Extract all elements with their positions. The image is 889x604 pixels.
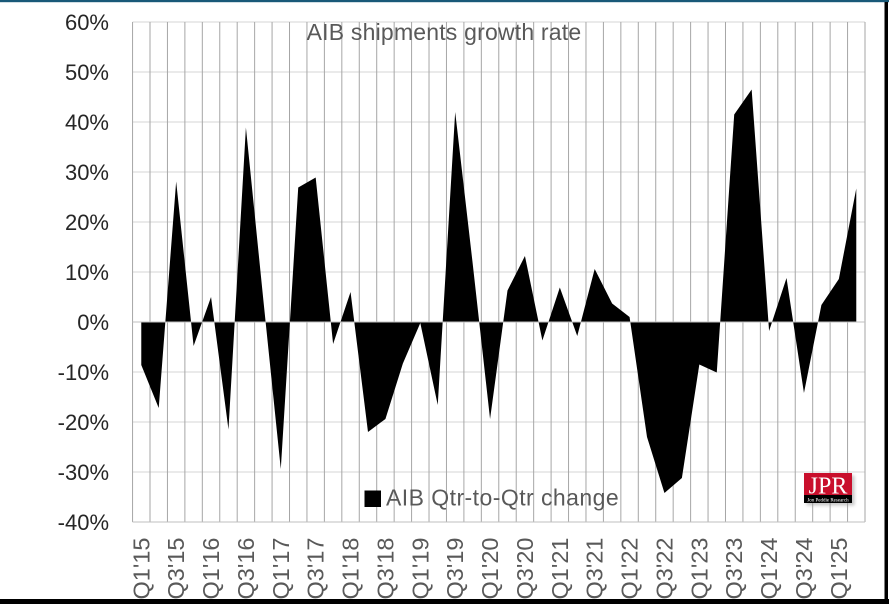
svg-text:10%: 10% — [65, 260, 109, 285]
svg-text:Q3'22: Q3'22 — [651, 538, 677, 600]
svg-text:Jon Peddie Research: Jon Peddie Research — [807, 499, 849, 504]
svg-text:Q1'23: Q1'23 — [686, 538, 712, 600]
svg-text:JPR: JPR — [809, 474, 848, 500]
svg-text:-10%: -10% — [58, 360, 109, 385]
svg-text:Q1'18: Q1'18 — [338, 538, 364, 600]
svg-text:Q3'20: Q3'20 — [512, 538, 538, 600]
svg-text:Q3'17: Q3'17 — [303, 538, 329, 600]
svg-text:Q3'21: Q3'21 — [582, 538, 608, 600]
svg-text:Q3'24: Q3'24 — [791, 538, 817, 600]
svg-text:Q3'23: Q3'23 — [721, 538, 747, 600]
svg-text:Q3'18: Q3'18 — [372, 538, 398, 600]
svg-text:-40%: -40% — [58, 510, 109, 535]
svg-text:AIB Qtr-to-Qtr change: AIB Qtr-to-Qtr change — [386, 485, 619, 511]
svg-text:Q1'24: Q1'24 — [756, 538, 782, 600]
svg-text:Q1'17: Q1'17 — [268, 538, 294, 600]
svg-text:Q1'15: Q1'15 — [128, 538, 154, 600]
svg-text:0%: 0% — [77, 310, 109, 335]
svg-text:Q3'16: Q3'16 — [233, 538, 259, 600]
svg-text:Q3'19: Q3'19 — [442, 538, 468, 600]
svg-text:40%: 40% — [65, 110, 109, 135]
svg-text:Q1'20: Q1'20 — [477, 538, 503, 600]
svg-text:-20%: -20% — [58, 410, 109, 435]
svg-text:20%: 20% — [65, 210, 109, 235]
svg-text:Q1'22: Q1'22 — [617, 538, 643, 600]
svg-text:Q1'25: Q1'25 — [826, 538, 852, 600]
svg-text:AIB shipments growth rate: AIB shipments growth rate — [307, 19, 582, 45]
svg-text:Q1'21: Q1'21 — [547, 538, 573, 600]
svg-text:Q3'15: Q3'15 — [163, 538, 189, 600]
svg-text:Q1'19: Q1'19 — [407, 538, 433, 600]
svg-text:50%: 50% — [65, 60, 109, 85]
svg-text:60%: 60% — [65, 10, 109, 35]
svg-text:-30%: -30% — [58, 460, 109, 485]
svg-text:Q1'16: Q1'16 — [198, 538, 224, 600]
svg-text:30%: 30% — [65, 160, 109, 185]
